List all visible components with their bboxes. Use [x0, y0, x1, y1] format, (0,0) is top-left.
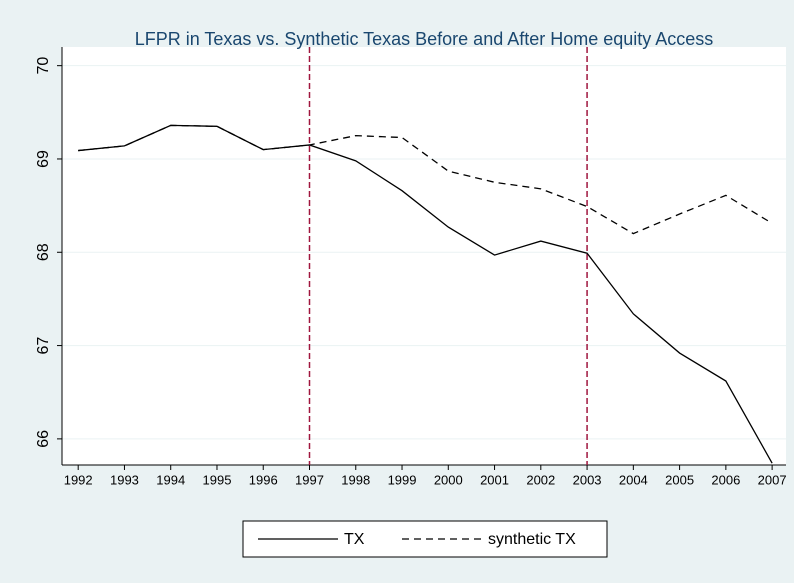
x-tick-label: 2002	[526, 472, 555, 487]
x-tick-label: 1995	[203, 472, 232, 487]
legend-label: TX	[344, 531, 365, 548]
x-tick-label: 1997	[295, 472, 324, 487]
x-tick-label: 1993	[110, 472, 139, 487]
x-tick-label: 1998	[341, 472, 370, 487]
x-tick-label: 2007	[758, 472, 787, 487]
y-tick-label: 68	[35, 243, 52, 261]
series-line	[78, 124, 773, 235]
x-tick-label: 1999	[388, 472, 417, 487]
legend-label: synthetic TX	[488, 531, 576, 548]
chart-title: LFPR in Texas vs. Synthetic Texas Before…	[135, 29, 714, 49]
x-tick-label: 2004	[619, 472, 648, 487]
x-tick-label: 1994	[156, 472, 185, 487]
y-tick-label: 69	[35, 150, 52, 168]
x-tick-label: 2005	[665, 472, 694, 487]
x-tick-label: 2001	[480, 472, 509, 487]
y-tick-label: 67	[35, 337, 52, 355]
plot-area	[62, 47, 786, 465]
x-tick-label: 1992	[64, 472, 93, 487]
y-tick-label: 70	[35, 57, 52, 75]
x-tick-label: 2006	[711, 472, 740, 487]
x-tick-label: 2000	[434, 472, 463, 487]
x-tick-label: 2003	[573, 472, 602, 487]
x-tick-label: 1996	[249, 472, 278, 487]
y-tick-label: 66	[35, 430, 52, 448]
